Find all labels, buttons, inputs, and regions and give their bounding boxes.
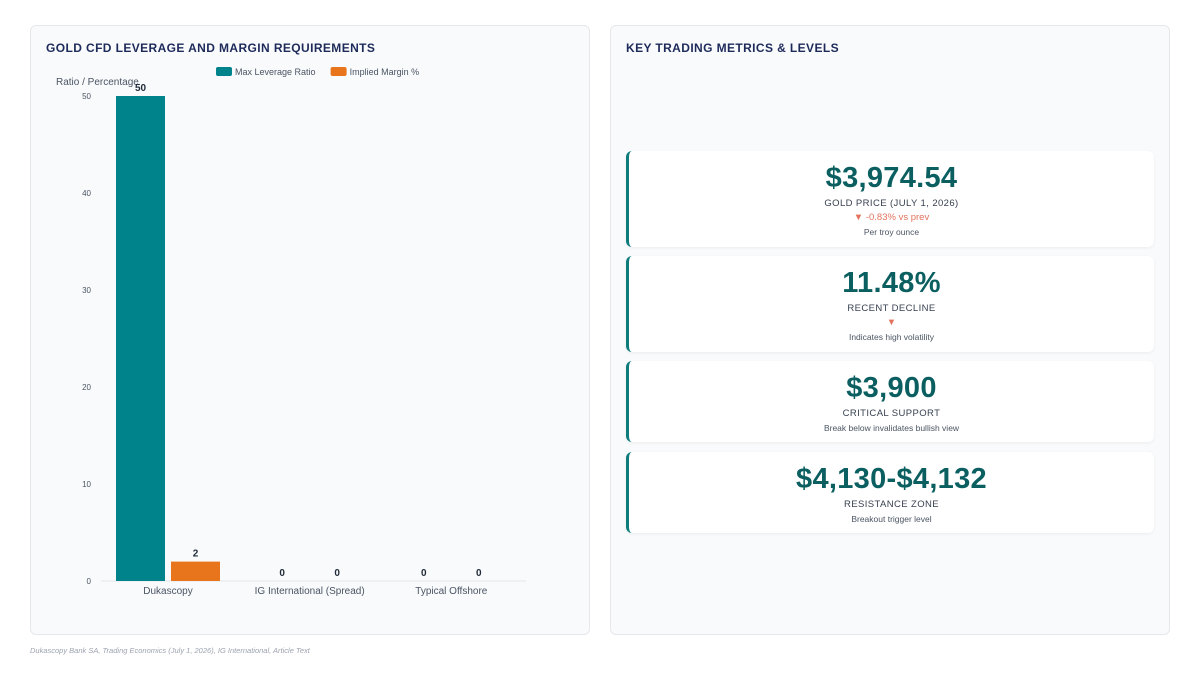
legend-label: Implied Margin % [350,67,420,77]
y-tick-label: 50 [82,92,91,101]
metric-label: RESISTANCE ZONE [843,499,940,510]
x-tick-label: Typical Offshore [415,586,488,597]
metric-note: Per troy ounce [863,227,920,237]
data-label: 0 [279,568,285,579]
metrics-title: KEY TRADING METRICS & LEVELS [626,41,839,55]
metric-value: $4,130-$4,132 [796,463,987,495]
metric-card-gold-price: $3,974.54 GOLD PRICE (JULY 1, 2026) ▼ -0… [626,151,1154,247]
data-label: 0 [334,568,340,579]
legend-swatch [216,67,232,76]
data-label: 0 [476,568,482,579]
metrics-panel: KEY TRADING METRICS & LEVELS $3,974.54 G… [610,25,1170,635]
y-tick-label: 40 [82,189,91,198]
source-note: Dukascopy Bank SA, Trading Economics (Ju… [30,646,310,655]
metric-label: CRITICAL SUPPORT [842,408,941,419]
metric-note: Indicates high volatility [848,332,935,342]
metric-value: $3,974.54 [825,162,958,194]
metric-value: 11.48% [842,267,941,299]
metric-value: $3,900 [846,372,937,404]
data-label: 0 [421,568,427,579]
metric-card-recent-decline: 11.48% RECENT DECLINE ▼ Indicates high v… [626,256,1154,352]
metric-label: RECENT DECLINE [847,303,936,314]
bar [116,96,165,581]
y-tick-label: 30 [82,286,91,295]
x-tick-label: Dukascopy [143,586,192,597]
metric-change: ▼ [886,317,897,328]
metric-note: Breakout trigger level [851,514,932,524]
data-label: 2 [193,549,199,560]
legend-label: Max Leverage Ratio [235,67,316,77]
x-tick-label: IG International (Spread) [255,586,365,597]
metric-label: GOLD PRICE (JULY 1, 2026) [824,198,959,209]
legend-swatch [330,67,347,76]
bar [171,561,220,581]
metric-change: ▼ -0.83% vs prev [853,212,930,223]
metric-note: Break below invalidates bullish view [823,423,960,433]
chart-panel: GOLD CFD LEVERAGE AND MARGIN REQUIREMENT… [30,25,590,635]
y-axis-label: Ratio / Percentage [56,77,139,88]
data-label: 50 [135,83,147,94]
chart-title: GOLD CFD LEVERAGE AND MARGIN REQUIREMENT… [46,41,376,55]
y-tick-label: 20 [82,383,91,392]
y-tick-label: 10 [82,480,91,489]
metric-card-resistance-zone: $4,130-$4,132 RESISTANCE ZONE Breakout t… [626,452,1154,533]
metric-card-critical-support: $3,900 CRITICAL SUPPORT Break below inva… [626,361,1154,442]
y-tick-label: 0 [87,577,92,586]
